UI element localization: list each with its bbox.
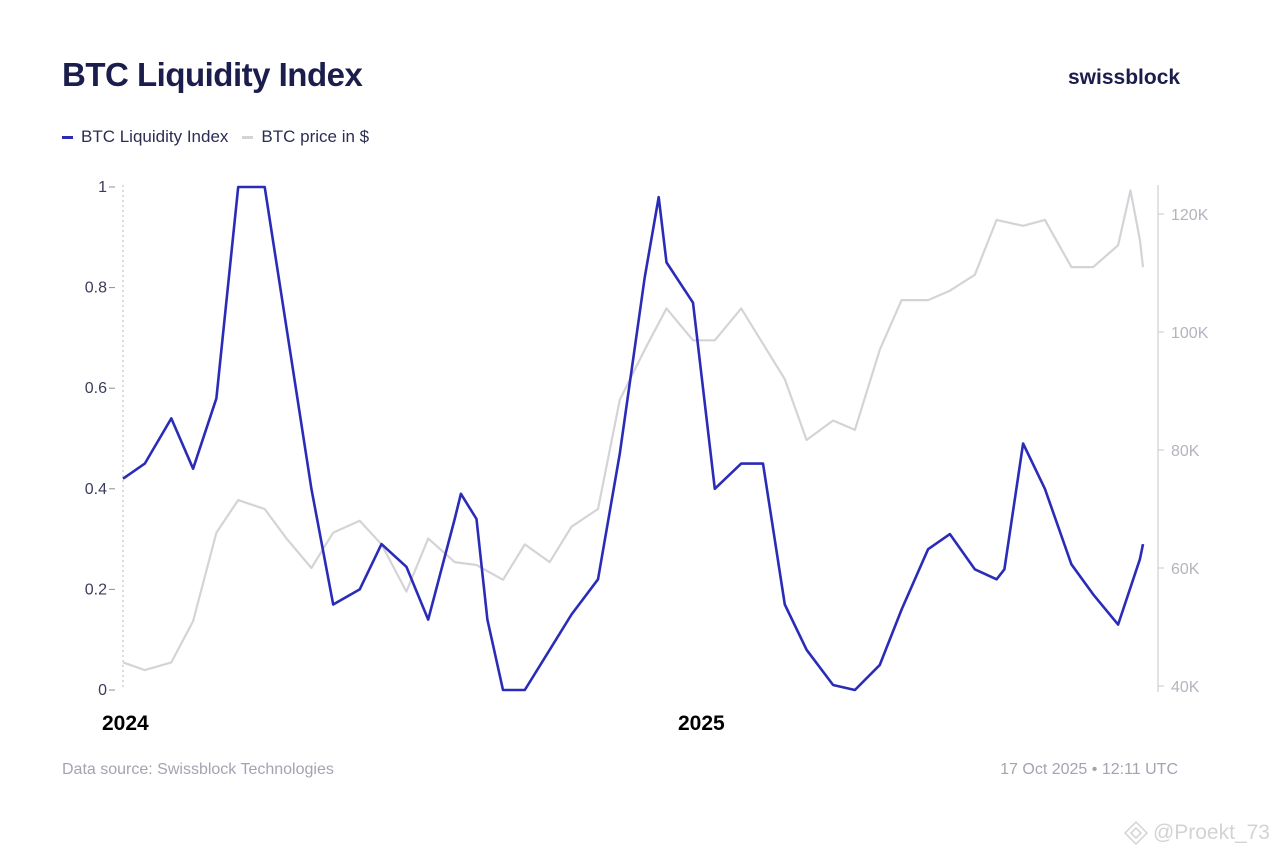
legend-item-price[interactable]: BTC price in $ [242,127,369,147]
legend-item-liquidity[interactable]: BTC Liquidity Index [62,127,228,147]
chart-title: BTC Liquidity Index [62,56,363,93]
right-tick-label: 40K [1171,679,1200,696]
binance-diamond-icon [1123,820,1148,846]
legend-label-price: BTC price in $ [261,127,370,146]
left-tick-label: 0.6 [85,380,107,397]
legend: BTC Liquidity Index BTC price in $ [62,127,369,147]
watermark-text: @Proekt_73 [1152,821,1270,844]
watermark: @Proekt_73 [1123,820,1270,846]
left-tick-label: 0.2 [85,581,107,598]
left-tick-label: 0.8 [85,280,107,297]
data-source: Data source: Swissblock Technologies [62,761,334,778]
legend-swatch-price [242,135,254,139]
brand-logo: swissblock [1068,66,1181,89]
left-tick-label: 1 [98,179,107,196]
right-tick-label: 100K [1171,325,1209,342]
right-tick-label: 60K [1171,561,1200,578]
left-tick-label: 0.4 [85,481,107,498]
x-tick-label-2024: 2024 [102,712,149,735]
left-tick-label: 0 [98,682,107,699]
legend-swatch-liquidity [62,135,73,139]
right-tick-label: 80K [1171,443,1200,460]
x-tick-label-2025: 2025 [678,712,725,735]
series-line-liquidity-index [122,185,1145,692]
right-tick-label: 120K [1171,207,1209,224]
series-line-btc-price [122,189,1145,672]
timestamp: 17 Oct 2025 • 12:11 UTC [1000,761,1178,778]
legend-label-liquidity: BTC Liquidity Index [81,127,229,146]
